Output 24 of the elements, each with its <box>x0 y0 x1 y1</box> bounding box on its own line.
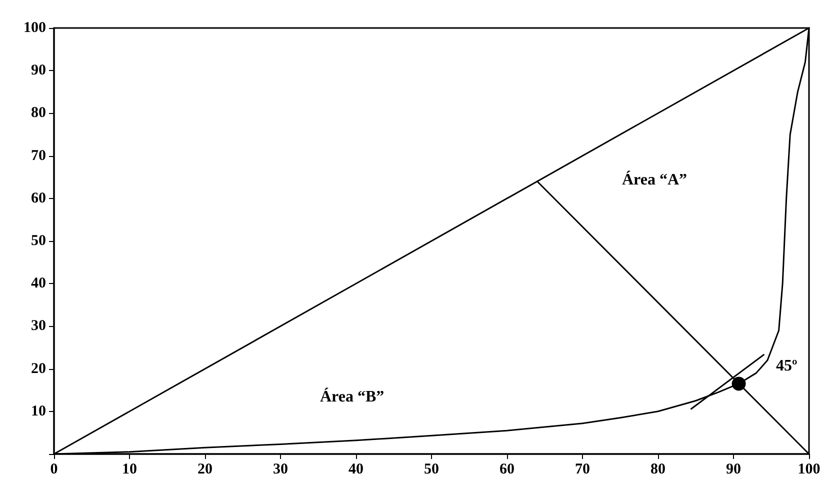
annotation: 45º <box>776 358 798 374</box>
x-tick-label: 60 <box>500 462 514 478</box>
x-tick-label: 40 <box>348 462 364 478</box>
y-tick-label: 30 <box>31 318 46 334</box>
y-tick-label: 40 <box>31 276 46 292</box>
annotation: Área “A” <box>622 170 688 188</box>
x-tick-label: 10 <box>122 462 137 478</box>
y-tick-label: 20 <box>31 360 46 377</box>
y-tick-label: 50 <box>31 233 46 249</box>
y-tick-label: 100 <box>24 20 46 36</box>
y-tick-label: 70 <box>31 148 46 164</box>
annotation: Área “B” <box>320 388 384 406</box>
y-tick-label: 80 <box>31 105 46 122</box>
x-tick-label: 70 <box>575 462 590 478</box>
x-tick-label: 20 <box>198 462 212 478</box>
x-tick-label: 80 <box>650 462 666 478</box>
x-tick-label: 50 <box>424 462 439 478</box>
x-tick-label: 100 <box>798 462 820 478</box>
y-tick-label: 90 <box>31 62 46 79</box>
y-tick-label: 60 <box>31 190 46 206</box>
y-tick-label: 10 <box>31 403 46 420</box>
x-tick-label: 0 <box>50 462 58 478</box>
x-tick-label: 30 <box>273 462 288 478</box>
x-tick-label: 90 <box>726 462 741 478</box>
